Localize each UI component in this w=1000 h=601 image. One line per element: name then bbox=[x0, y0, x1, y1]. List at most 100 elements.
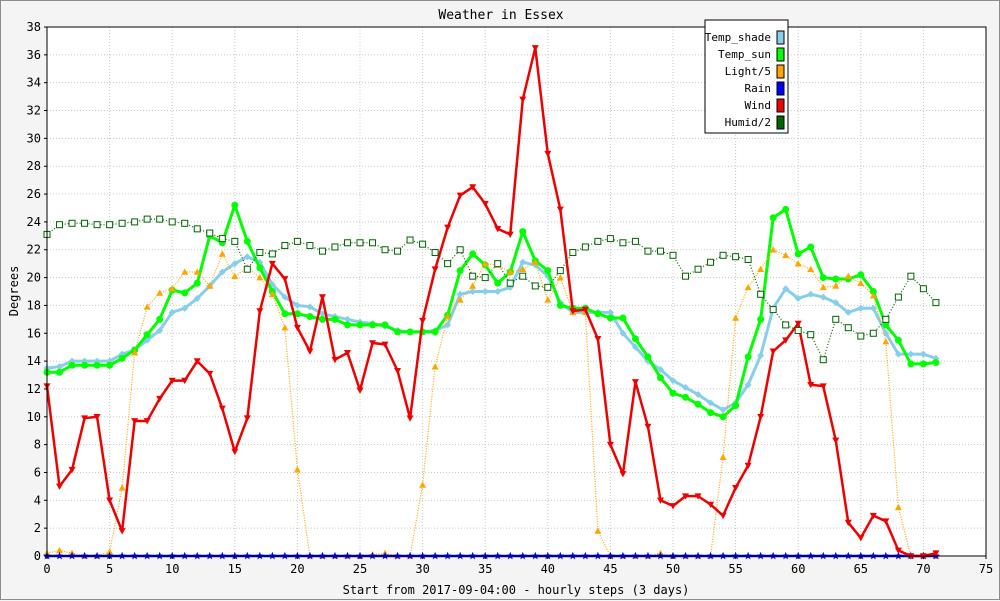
data-point bbox=[181, 219, 189, 227]
data-point bbox=[343, 321, 351, 329]
data-point bbox=[894, 293, 902, 301]
data-point bbox=[406, 415, 414, 422]
data-point bbox=[556, 267, 564, 275]
data-point bbox=[932, 299, 940, 307]
data-point bbox=[394, 247, 402, 255]
data-point bbox=[143, 418, 151, 425]
data-point bbox=[156, 395, 164, 403]
x-tick-label: 70 bbox=[916, 562, 930, 576]
data-point bbox=[656, 247, 664, 255]
data-point bbox=[456, 296, 464, 303]
data-point bbox=[218, 250, 226, 257]
data-point bbox=[744, 381, 752, 389]
data-point bbox=[744, 255, 752, 263]
data-point bbox=[819, 383, 827, 390]
data-point bbox=[819, 283, 827, 291]
series-4 bbox=[43, 45, 940, 560]
data-point bbox=[544, 150, 552, 158]
legend-swatch bbox=[776, 81, 785, 96]
y-tick-label: 26 bbox=[27, 187, 41, 201]
data-point bbox=[869, 292, 877, 299]
data-point bbox=[569, 308, 577, 315]
data-point bbox=[631, 379, 639, 386]
data-point bbox=[644, 423, 652, 431]
data-point bbox=[181, 268, 189, 275]
data-point bbox=[844, 272, 852, 279]
data-point bbox=[719, 406, 727, 414]
data-point bbox=[268, 250, 276, 258]
data-point bbox=[857, 304, 865, 312]
data-point bbox=[907, 350, 915, 358]
data-point bbox=[544, 296, 552, 303]
data-point bbox=[93, 361, 101, 369]
data-point bbox=[394, 328, 402, 336]
data-point bbox=[519, 272, 527, 280]
x-tick-label: 45 bbox=[603, 562, 617, 576]
data-point bbox=[744, 462, 752, 470]
data-point bbox=[732, 314, 740, 321]
data-point bbox=[894, 503, 902, 511]
data-point bbox=[844, 324, 852, 332]
data-point bbox=[168, 377, 176, 385]
data-point bbox=[794, 250, 802, 258]
x-tick-label: 10 bbox=[165, 562, 179, 576]
data-point bbox=[406, 328, 414, 336]
data-point bbox=[469, 282, 477, 289]
data-point bbox=[431, 363, 439, 370]
data-point bbox=[206, 370, 214, 378]
data-point bbox=[394, 368, 402, 375]
x-tick-label: 30 bbox=[415, 562, 429, 576]
data-point bbox=[481, 288, 489, 295]
data-point bbox=[832, 282, 840, 289]
data-point bbox=[581, 306, 589, 314]
x-axis-label: Start from 2017-09-04:00 - hourly steps … bbox=[343, 583, 690, 597]
data-point bbox=[519, 96, 527, 103]
data-point bbox=[343, 349, 351, 357]
data-point bbox=[281, 293, 289, 301]
x-tick-label: 75 bbox=[979, 562, 993, 576]
data-point bbox=[318, 315, 326, 323]
data-point bbox=[243, 265, 251, 273]
data-point bbox=[656, 497, 664, 504]
data-point bbox=[256, 308, 264, 315]
data-point bbox=[331, 315, 339, 323]
data-point bbox=[331, 356, 339, 364]
data-point bbox=[256, 274, 264, 281]
data-point bbox=[68, 466, 76, 474]
data-point bbox=[506, 279, 514, 287]
data-point bbox=[506, 268, 514, 275]
data-point bbox=[156, 215, 164, 223]
data-point bbox=[256, 264, 264, 272]
legend-swatch bbox=[776, 115, 785, 130]
data-point bbox=[919, 350, 927, 358]
data-point bbox=[882, 338, 890, 345]
x-tick-label: 65 bbox=[854, 562, 868, 576]
data-point bbox=[544, 267, 552, 275]
legend-swatch bbox=[776, 30, 785, 45]
data-point bbox=[519, 265, 527, 273]
x-tick-label: 5 bbox=[106, 562, 113, 576]
data-point bbox=[919, 360, 927, 368]
data-point bbox=[206, 229, 214, 237]
data-point bbox=[81, 415, 89, 422]
data-point bbox=[707, 399, 715, 407]
data-point bbox=[419, 240, 427, 248]
data-point bbox=[719, 251, 727, 259]
x-tick-label: 35 bbox=[478, 562, 492, 576]
data-point bbox=[343, 315, 351, 323]
data-point bbox=[106, 548, 114, 555]
data-point bbox=[343, 239, 351, 247]
data-point bbox=[857, 271, 865, 279]
data-point bbox=[869, 512, 877, 520]
data-point bbox=[481, 274, 489, 282]
data-point bbox=[256, 249, 264, 257]
data-point bbox=[832, 275, 840, 283]
legend-box bbox=[704, 19, 789, 134]
data-point bbox=[369, 321, 377, 329]
data-point bbox=[381, 341, 389, 348]
data-point bbox=[907, 360, 915, 368]
data-point bbox=[331, 243, 339, 251]
data-point bbox=[882, 321, 890, 329]
data-point bbox=[156, 289, 164, 296]
data-point bbox=[456, 267, 464, 275]
